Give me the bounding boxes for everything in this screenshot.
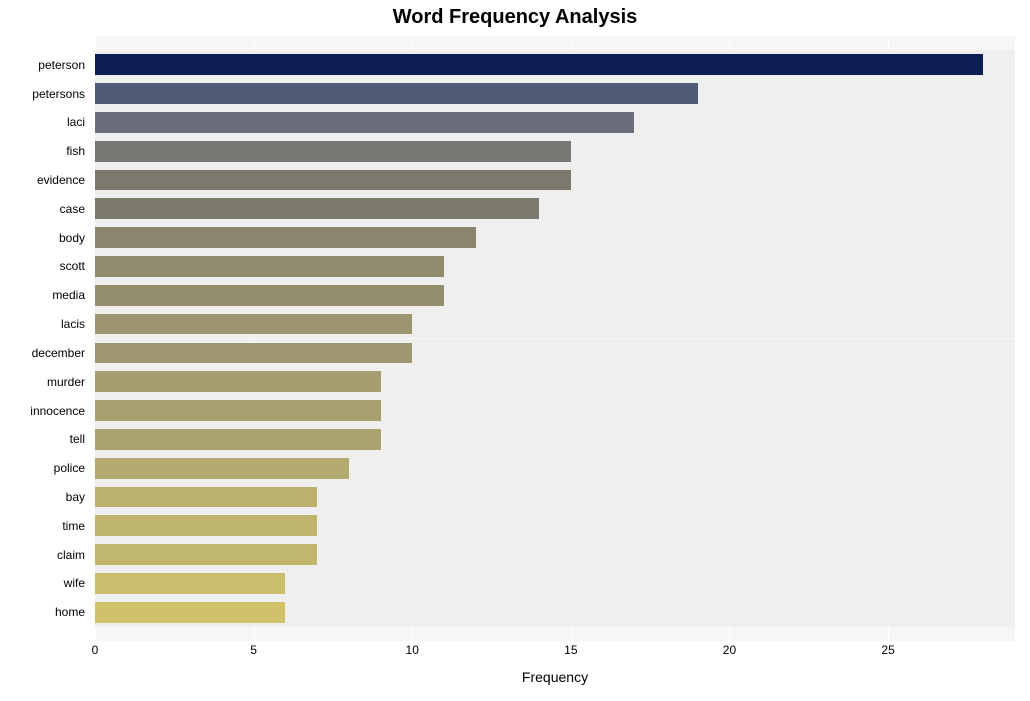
x-axis-tick-labels: 0 5 10 15 20 25 [95, 643, 1015, 661]
bar [95, 487, 317, 508]
bar [95, 198, 539, 219]
bar [95, 314, 412, 335]
y-tick-label: time [62, 519, 85, 533]
y-tick-label: fish [66, 144, 85, 158]
bar-row [95, 454, 1015, 483]
bar [95, 83, 698, 104]
bar [95, 285, 444, 306]
x-tick-label: 5 [250, 643, 257, 657]
bar-row [95, 252, 1015, 281]
y-tick-label: murder [47, 375, 85, 389]
bar-row [95, 310, 1015, 339]
bar-row [95, 223, 1015, 252]
bar [95, 170, 571, 191]
chart-title: Word Frequency Analysis [0, 6, 1030, 29]
bar-row [95, 598, 1015, 627]
bar [95, 371, 381, 392]
bar [95, 429, 381, 450]
y-tick-label: petersons [32, 87, 85, 101]
x-tick-label: 10 [406, 643, 419, 657]
bar-row [95, 396, 1015, 425]
y-tick-label: case [60, 202, 85, 216]
y-tick-label: claim [57, 548, 85, 562]
bar [95, 112, 634, 133]
bar [95, 54, 983, 75]
bar-row [95, 50, 1015, 79]
bar [95, 343, 412, 364]
y-tick-label: laci [67, 115, 85, 129]
bar-row [95, 108, 1015, 137]
y-tick-label: scott [60, 259, 85, 273]
y-tick-label: peterson [38, 58, 85, 72]
bar-row [95, 166, 1015, 195]
bar-row [95, 540, 1015, 569]
bar [95, 515, 317, 536]
y-tick-label: lacis [61, 317, 85, 331]
x-tick-label: 0 [92, 643, 99, 657]
y-tick-label: police [54, 461, 85, 475]
y-axis-labels: peterson petersons laci fish evidence case bod… [0, 36, 90, 641]
y-tick-label: bay [66, 490, 85, 504]
x-tick-label: 15 [564, 643, 577, 657]
bar [95, 141, 571, 162]
x-axis-title: Frequency [95, 669, 1015, 685]
bar [95, 458, 349, 479]
y-tick-label: evidence [37, 173, 85, 187]
bars-layer [95, 36, 1015, 641]
bar [95, 602, 285, 623]
bar-row [95, 511, 1015, 540]
bar-row [95, 569, 1015, 598]
y-tick-label: wife [64, 576, 85, 590]
y-tick-label: december [32, 346, 85, 360]
y-tick-label: innocence [30, 404, 85, 418]
bar [95, 227, 476, 248]
bar [95, 256, 444, 277]
bar-row [95, 79, 1015, 108]
bar [95, 400, 381, 421]
plot-area [95, 36, 1015, 641]
bar [95, 573, 285, 594]
bar-row [95, 137, 1015, 166]
y-tick-label: media [52, 288, 85, 302]
x-tick-label: 20 [723, 643, 736, 657]
bar-row [95, 425, 1015, 454]
bar-row [95, 339, 1015, 368]
bar-row [95, 367, 1015, 396]
bar-row [95, 483, 1015, 512]
x-tick-label: 25 [881, 643, 894, 657]
y-tick-label: home [55, 605, 85, 619]
bar-row [95, 194, 1015, 223]
y-tick-label: body [59, 231, 85, 245]
y-tick-label: tell [70, 432, 85, 446]
bar-row [95, 281, 1015, 310]
bar [95, 544, 317, 565]
chart-container: Word Frequency Analysis petersonpeterson… [0, 0, 1030, 701]
